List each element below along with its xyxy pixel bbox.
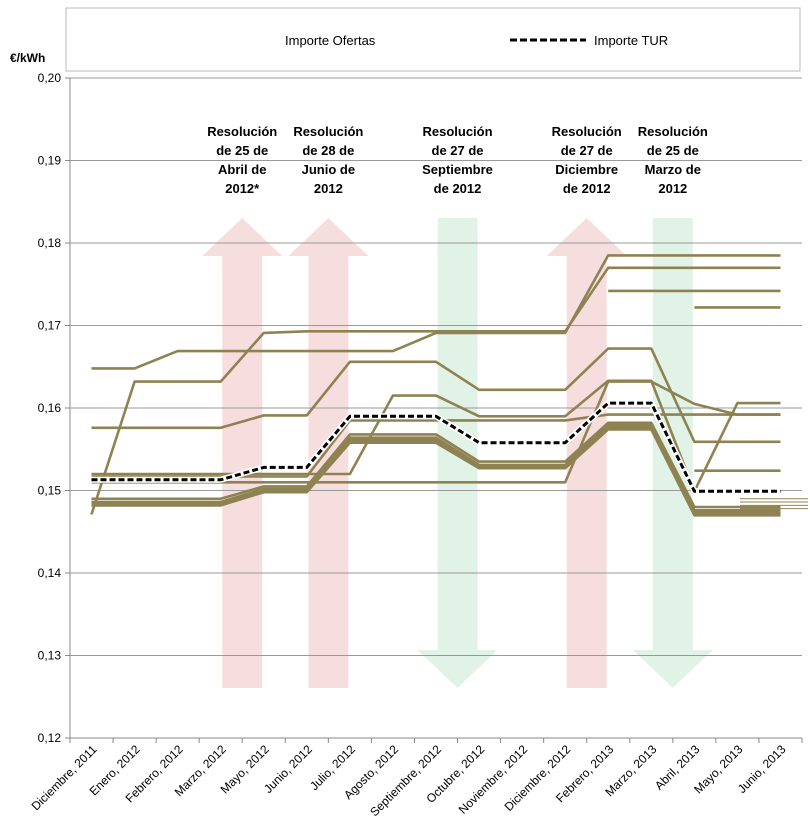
resolution-label-line: Junio de [302,162,355,177]
resolution-label-line: Resolución [293,124,363,139]
resolution-label-line: de 28 de [302,143,354,158]
legend-tur-label: Importe TUR [594,33,668,48]
ofertas-line [90,266,781,515]
resolution-label-line: de 25 de [216,143,268,158]
y-tick-label: 0,14 [38,566,62,580]
resolution-label-line: 2012* [225,181,260,196]
resolution-arrow-up [546,218,627,688]
tur-line-dashed [91,401,781,493]
ofertas-line [91,254,781,370]
ofertas-line [91,428,781,517]
y-tick-label: 0,18 [38,236,62,250]
y-tick-label: 0,13 [38,649,62,663]
y-tick-label: 0,19 [38,154,62,168]
legend-box [65,7,801,72]
resolution-label-line: 2012 [658,181,687,196]
y-tick-label: 0,20 [38,71,62,85]
resolution-label-line: Resolución [552,124,622,139]
y-tick-label: 0,17 [38,319,62,333]
y-tick-label: 0,12 [38,731,62,745]
y-unit-label: €/kWh [10,51,45,65]
resolution-label-line: 2012 [314,181,343,196]
x-tick-label: Diciembre, 2011 [29,742,100,813]
ofertas-line [91,413,781,478]
resolution-label-line: de 2012 [434,181,482,196]
resolution-arrow-up [202,218,283,688]
resolution-label-line: de 2012 [563,181,611,196]
gridlines [70,77,802,656]
axes: 0,12 0,13 0,14 0,15 0,16 0,17 0,18 0,19 0,20 Dici… [29,71,803,819]
resolution-arrow-up [288,218,369,688]
resolution-label-line: de 25 de [647,143,699,158]
resolution-label-line: de 27 de [432,143,484,158]
ofertas-line [91,379,781,493]
legend: Importe Ofertas Importe TUR [65,7,801,72]
resolution-label-line: Resolución [638,124,708,139]
resolution-label-line: Septiembre [422,162,493,177]
resolution-arrows [202,218,713,688]
resolution-label-line: de 27 de [561,143,613,158]
tur-series [91,400,781,495]
ofertas-series [90,254,808,517]
y-tick-label: 0,15 [38,484,62,498]
resolution-label-line: Abril de [218,162,266,177]
resolution-label-line: Resolución [207,124,277,139]
y-tick-label: 0,16 [38,401,62,415]
resolution-label-line: Resolución [422,124,492,139]
resolution-label-line: Marzo de [645,162,701,177]
legend-ofertas-label: Importe Ofertas [285,33,376,48]
resolution-label-line: Diciembre [555,162,618,177]
resolution-annotations: Resolución de 25 de Abril de 2012* Resolució… [207,124,708,196]
ofertas-line [91,347,781,444]
